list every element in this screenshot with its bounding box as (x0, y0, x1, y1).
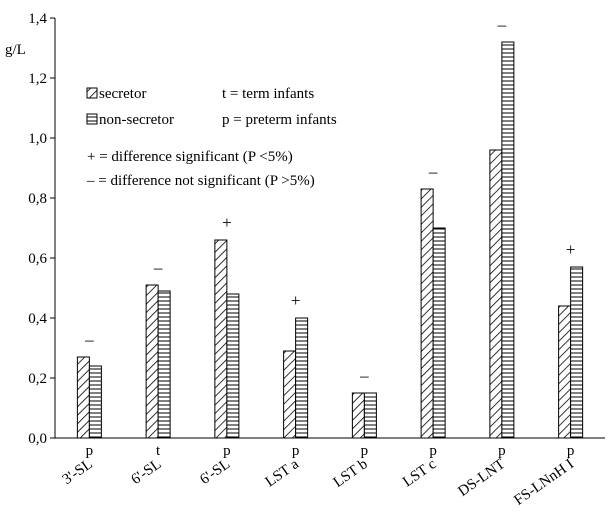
significance-marker: – (84, 330, 94, 349)
legend-swatch-non-secretor (86, 113, 98, 125)
bar-non-secretor (226, 293, 240, 439)
bar-non-secretor (432, 227, 446, 439)
y-tick-label: 0,4 (28, 311, 47, 327)
bar-secretor (145, 284, 159, 439)
significance-marker: + (291, 291, 301, 310)
infant-group-label: p (429, 443, 437, 459)
category-label: 6'-SL (128, 456, 164, 488)
bars: – – + + – – – + (76, 15, 584, 439)
significance-marker: – (153, 258, 163, 277)
category-label: LST c (400, 456, 440, 490)
bar-secretor (489, 149, 503, 439)
infant-group-label: p (223, 443, 231, 459)
bar-secretor (283, 350, 297, 439)
bar-secretor (214, 239, 228, 439)
y-tick-label: 0,6 (28, 251, 47, 267)
y-tick-label: 1,2 (28, 71, 47, 87)
y-tick-label: 0,8 (28, 191, 47, 207)
infant-group-label: t (156, 443, 161, 459)
category-label: LST b (331, 456, 371, 491)
bar-non-secretor (363, 392, 377, 439)
bar-non-secretor (88, 365, 102, 439)
bar-secretor (420, 188, 434, 439)
y-tick-label: 0,0 (28, 431, 47, 447)
y-tick-label: 0,2 (28, 371, 47, 387)
bar-secretor (558, 305, 572, 439)
significance-marker: + (566, 240, 576, 259)
legend-swatch-secretor (86, 87, 98, 99)
category-label: 3'-SL (60, 456, 96, 488)
legend: secretor non-secretor t = term infants p… (86, 86, 337, 189)
significance-marker: – (359, 366, 369, 385)
bar-non-secretor (570, 266, 584, 439)
category-label: DS-LNT (455, 456, 508, 500)
category-label: FS-LNnH I (511, 456, 577, 509)
legend-significant-note: + = difference significant (P <5%) (87, 149, 293, 165)
infant-group-label: p (498, 443, 506, 459)
legend-preterm-note: p = preterm infants (222, 112, 337, 128)
infant-group-label: p (292, 443, 300, 459)
legend-not-significant-note: – = difference not significant (P >5%) (86, 173, 315, 189)
infant-group-label: p (567, 443, 575, 459)
infant-group-label: p (361, 443, 369, 459)
axes (54, 18, 605, 439)
category-label: 6'-SL (197, 456, 233, 488)
legend-label-non-secretor: non-secretor (99, 112, 174, 128)
bar-non-secretor (501, 41, 515, 439)
legend-term-note: t = term infants (222, 86, 314, 102)
bar-secretor (351, 392, 365, 439)
category-label: LST a (263, 456, 303, 490)
significance-marker: + (222, 213, 232, 232)
y-tick-label: 1,0 (28, 131, 47, 147)
bar-non-secretor (295, 317, 309, 439)
y-axis-label: g/L (5, 42, 26, 58)
bar-secretor (76, 356, 90, 439)
infant-group-label: p (86, 443, 94, 459)
y-tick-label: 1,4 (28, 11, 47, 27)
legend-label-secretor: secretor (99, 86, 146, 102)
significance-marker: – (497, 15, 507, 34)
bar-non-secretor (157, 290, 171, 439)
significance-marker: – (428, 162, 438, 181)
y-ticks: 0,0 0,2 0,4 0,6 0,8 1,0 1,2 1,4 (28, 11, 55, 447)
